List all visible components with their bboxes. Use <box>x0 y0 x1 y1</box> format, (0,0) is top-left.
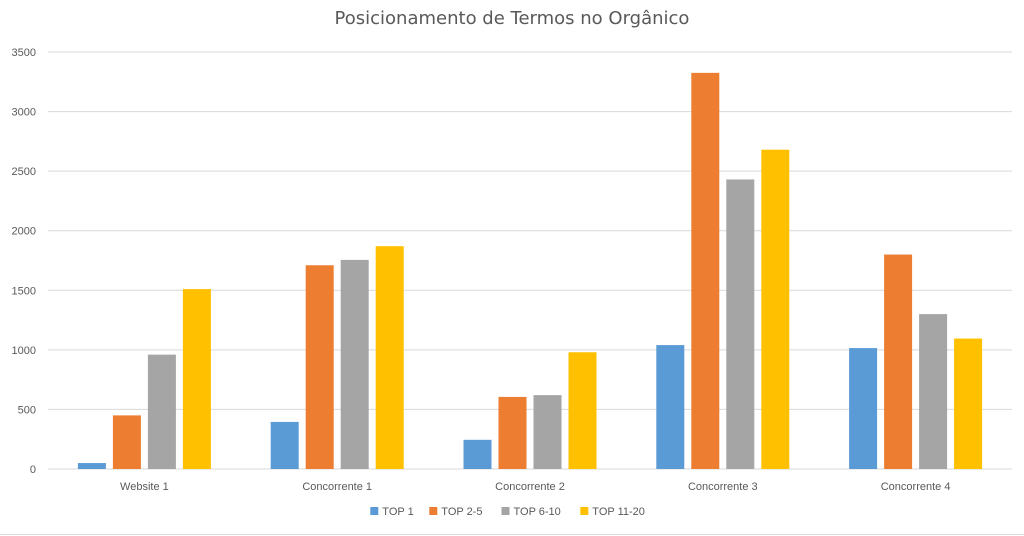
legend-label: TOP 11-20 <box>592 506 645 518</box>
legend-swatch <box>370 507 379 515</box>
bar-top-1 <box>656 345 685 469</box>
bottom-divider <box>0 534 1024 535</box>
legend-swatch <box>429 507 438 515</box>
bar-top-1 <box>77 463 106 469</box>
legend-label: TOP 2-5 <box>441 506 482 518</box>
y-tick-label: 500 <box>18 404 36 416</box>
x-category-label: Concorrente 2 <box>495 481 565 493</box>
x-category-label: Concorrente 1 <box>302 481 372 493</box>
y-tick-label: 1000 <box>12 345 36 357</box>
bar-top-6-10 <box>147 354 176 469</box>
bar-top-11-20 <box>761 149 790 469</box>
bar-top-6-10 <box>340 259 369 469</box>
bar-top-1 <box>463 439 492 469</box>
x-category-label: Website 1 <box>120 481 169 493</box>
bar-top-1 <box>849 348 878 469</box>
bar-top-11-20 <box>375 246 404 469</box>
bar-top-1 <box>270 421 299 469</box>
y-tick-label: 1500 <box>12 285 36 297</box>
bar-top-2-5 <box>884 254 913 469</box>
bar-top-2-5 <box>498 396 527 469</box>
y-tick-label: 2500 <box>12 166 36 178</box>
legend-swatch <box>501 507 510 515</box>
y-tick-label: 0 <box>30 464 36 476</box>
legend-label: TOP 1 <box>382 506 413 518</box>
bar-top-6-10 <box>726 179 755 470</box>
bar-top-11-20 <box>954 338 983 469</box>
y-tick-label: 2000 <box>12 226 36 238</box>
bar-top-2-5 <box>305 265 334 469</box>
bar-top-6-10 <box>533 395 562 469</box>
bar-top-2-5 <box>112 415 141 469</box>
x-category-label: Concorrente 3 <box>688 481 758 493</box>
x-category-label: Concorrente 4 <box>881 481 951 493</box>
y-tick-label: 3500 <box>12 47 36 59</box>
bar-top-11-20 <box>568 352 597 469</box>
legend-swatch <box>580 507 589 515</box>
y-tick-label: 3000 <box>12 107 36 119</box>
bar-top-2-5 <box>691 72 720 469</box>
bar-top-6-10 <box>919 314 948 469</box>
chart-title: Posicionamento de Termos no Orgânico <box>334 8 690 29</box>
bar-top-11-20 <box>182 289 211 469</box>
legend-label: TOP 6-10 <box>514 506 561 518</box>
